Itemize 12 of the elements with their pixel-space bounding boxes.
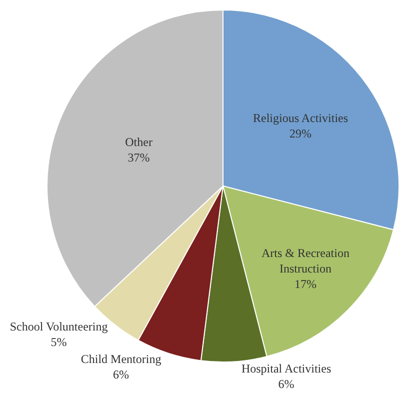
data-label: 29% xyxy=(290,126,312,141)
data-label: 37% xyxy=(128,150,150,164)
data-label: 5% xyxy=(50,335,67,350)
data-label: 17% xyxy=(294,277,316,292)
slice-label: Other xyxy=(125,134,152,149)
slice-label: Hospital Activities xyxy=(241,362,332,376)
slice-label: School Volunteering xyxy=(10,320,108,334)
data-label: 6% xyxy=(113,368,130,382)
slice-label: Arts & Recreation Instruction xyxy=(261,246,350,276)
slice-label: Child Mentoring xyxy=(80,352,162,366)
data-label: 6% xyxy=(278,377,294,392)
slice-label: Religious Activities xyxy=(253,110,348,125)
